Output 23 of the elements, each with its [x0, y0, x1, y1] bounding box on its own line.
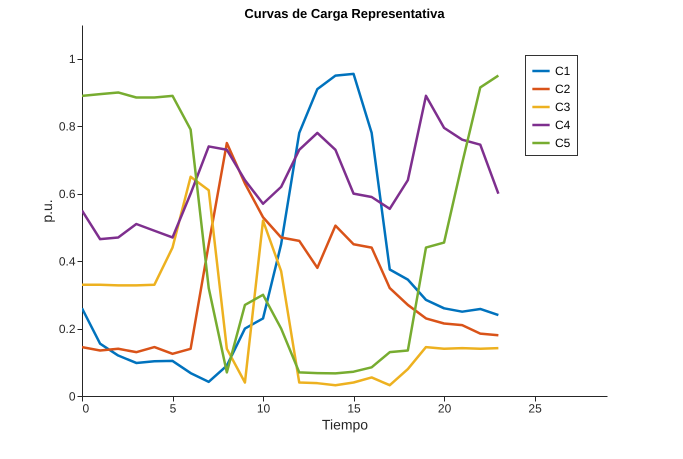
- line-series: [82, 94, 500, 240]
- line-series: [82, 142, 500, 356]
- legend-label: C4: [555, 118, 571, 132]
- y-tick-label: 0.2: [58, 322, 76, 336]
- y-tick-label: 0.6: [58, 187, 76, 202]
- x-tick-label: 15: [347, 402, 362, 416]
- legend-label: C1: [555, 64, 571, 78]
- line-series: [82, 176, 500, 386]
- x-tick-label: 10: [256, 402, 271, 416]
- legend-label: C3: [555, 100, 571, 114]
- legend-label: C5: [555, 136, 571, 150]
- legend-label: C2: [555, 82, 571, 96]
- x-tick-label: 5: [170, 402, 177, 416]
- x-tick-label: 20: [438, 402, 452, 416]
- y-tick-label: 1: [68, 52, 76, 66]
- x-tick-label: 0: [82, 402, 90, 416]
- x-tick-label: 25: [528, 402, 542, 416]
- chart-title: Curvas de Carga Representativa: [244, 6, 446, 21]
- y-tick-label: 0.4: [58, 254, 76, 269]
- y-tick-label: 0: [68, 390, 76, 404]
- x-axis-title: Tiempo: [322, 416, 368, 432]
- y-axis-title: p.u.: [38, 199, 55, 223]
- y-tick-label: 0.8: [58, 120, 76, 134]
